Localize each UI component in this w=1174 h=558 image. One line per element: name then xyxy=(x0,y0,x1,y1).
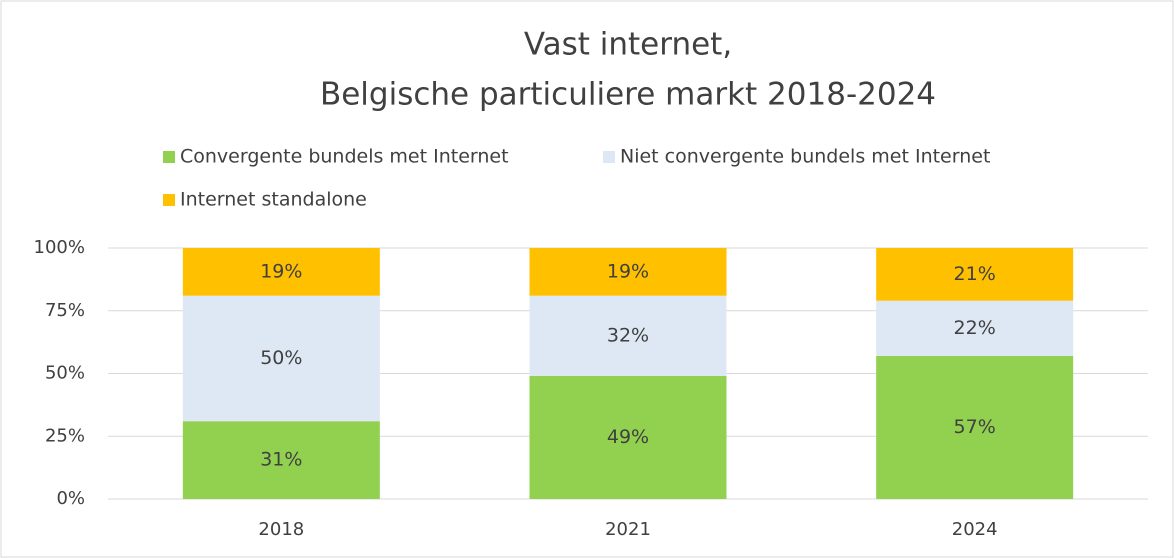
data-label: 32% xyxy=(607,324,649,346)
data-label: 21% xyxy=(954,263,996,285)
data-label: 22% xyxy=(954,317,996,339)
x-tick-label: 2018 xyxy=(258,519,304,540)
y-tick-label: 0% xyxy=(56,488,85,509)
data-label: 19% xyxy=(607,260,649,282)
data-label: 50% xyxy=(260,347,302,369)
y-tick-label: 100% xyxy=(34,237,85,258)
legend-label: Convergente bundels met Internet xyxy=(180,146,509,168)
bar-segment xyxy=(529,248,727,296)
bar-segment xyxy=(182,421,380,499)
data-label: 19% xyxy=(260,260,302,282)
y-tick-label: 75% xyxy=(45,300,85,321)
bar-segment xyxy=(876,248,1074,301)
data-label: 31% xyxy=(260,449,302,471)
legend-swatch xyxy=(163,151,175,163)
y-tick-label: 50% xyxy=(45,363,85,384)
bar-segment xyxy=(529,295,727,377)
legend-swatch xyxy=(163,194,175,206)
y-tick-label: 25% xyxy=(45,425,85,446)
bar-segment xyxy=(876,300,1074,356)
bar-segment xyxy=(876,355,1074,499)
bar-segment xyxy=(182,248,380,296)
x-tick-label: 2024 xyxy=(952,519,998,540)
bar-segment xyxy=(529,376,727,499)
bar-segment xyxy=(182,295,380,422)
chart-title: Vast internet, xyxy=(524,27,732,63)
legend-swatch xyxy=(603,151,615,163)
legend-label: Niet convergente bundels met Internet xyxy=(620,146,990,168)
x-tick-label: 2021 xyxy=(605,519,651,540)
chart-title: Belgische particuliere markt 2018-2024 xyxy=(320,77,936,113)
legend-label: Internet standalone xyxy=(180,189,367,211)
data-label: 57% xyxy=(954,416,996,438)
data-label: 49% xyxy=(607,426,649,448)
